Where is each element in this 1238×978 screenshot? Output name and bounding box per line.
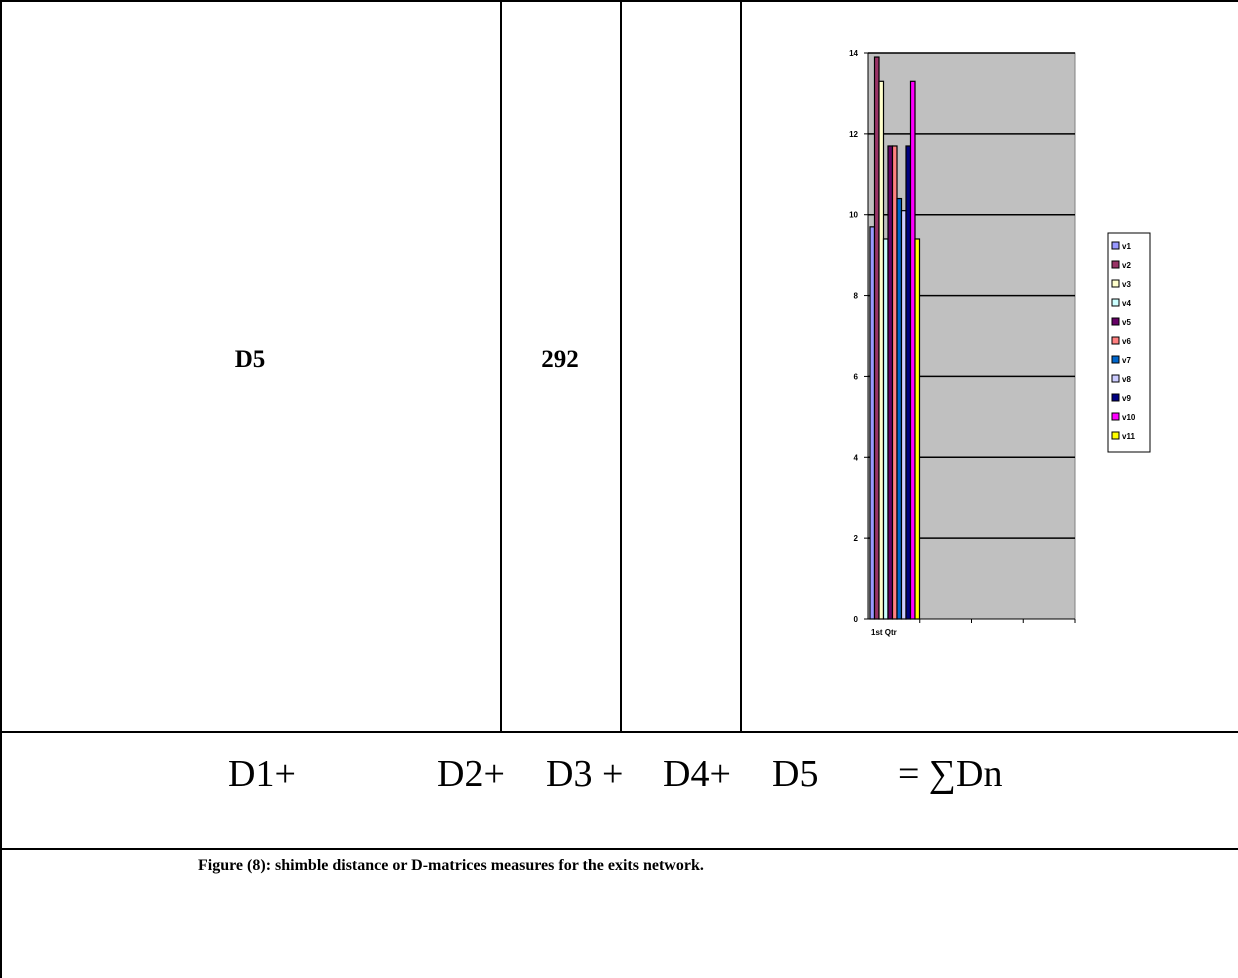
table-left-border bbox=[0, 0, 2, 978]
legend-swatch bbox=[1111, 374, 1120, 383]
formula-result: = ∑Dn bbox=[898, 753, 1003, 795]
legend-label: v2 bbox=[1122, 261, 1131, 270]
sum-formula: D1+ D2+ D3 + D4+ D5 = ∑Dn bbox=[0, 752, 1238, 812]
legend-label: v5 bbox=[1122, 318, 1131, 327]
bar-v2 bbox=[873, 56, 880, 620]
legend-swatch bbox=[1111, 279, 1120, 288]
matrix-value: 292 bbox=[541, 346, 579, 373]
legend-label: v9 bbox=[1122, 394, 1131, 403]
formula-term-d4: D4+ bbox=[663, 753, 731, 795]
table-divider-2 bbox=[620, 0, 622, 732]
bar-v3 bbox=[878, 80, 885, 620]
table-row-divider-2 bbox=[0, 848, 1238, 850]
bar-v10 bbox=[909, 80, 916, 620]
legend-swatch bbox=[1111, 260, 1120, 269]
formula-term-d2: D2+ bbox=[437, 753, 505, 795]
bar-v1 bbox=[869, 226, 876, 620]
legend-label: v8 bbox=[1122, 375, 1131, 384]
bar-v8 bbox=[900, 210, 907, 620]
legend-swatch bbox=[1111, 393, 1120, 402]
y-tick-label: 14 bbox=[849, 49, 858, 58]
bar-v7 bbox=[896, 197, 903, 620]
legend-swatch bbox=[1111, 355, 1120, 364]
y-tick-label: 2 bbox=[854, 534, 859, 543]
y-tick-label: 6 bbox=[854, 372, 859, 381]
bar-chart: 0 2 4 6 8 10 12 14 1st Qtr v1 v2 v3 v4 v5 v6 v7 v8 v9 v10 v… bbox=[820, 40, 1180, 660]
legend-swatch bbox=[1111, 298, 1120, 307]
y-tick-label: 4 bbox=[854, 453, 859, 462]
legend-label: v6 bbox=[1122, 337, 1131, 346]
figure-caption: Figure (8): shimble distance or D-matric… bbox=[198, 857, 704, 874]
legend-label: v10 bbox=[1122, 413, 1136, 422]
x-tick-label: 1st Qtr bbox=[871, 628, 897, 637]
formula-term-d5: D5 bbox=[772, 753, 819, 795]
y-tick-label: 8 bbox=[854, 292, 859, 301]
legend-swatch bbox=[1111, 241, 1120, 250]
table-row-divider-1 bbox=[0, 731, 1238, 733]
legend-label: v1 bbox=[1122, 242, 1131, 251]
formula-term-d3: D3 + bbox=[546, 753, 624, 795]
legend-swatch bbox=[1111, 336, 1120, 345]
y-tick-label: 10 bbox=[849, 211, 858, 220]
legend-label: v3 bbox=[1122, 280, 1131, 289]
table-top-border bbox=[0, 0, 1238, 2]
legend-swatch bbox=[1111, 412, 1120, 421]
bar-v11 bbox=[914, 238, 921, 620]
y-tick-label: 0 bbox=[854, 615, 859, 624]
legend-swatch bbox=[1111, 317, 1120, 326]
y-tick-label: 12 bbox=[849, 130, 858, 139]
matrix-label: D5 bbox=[234, 346, 266, 373]
table-divider-3 bbox=[740, 0, 742, 732]
bar-v9 bbox=[905, 145, 912, 620]
bar-v5 bbox=[887, 145, 894, 620]
bar-v4 bbox=[882, 238, 889, 620]
legend-swatch bbox=[1111, 431, 1120, 440]
bar-v6 bbox=[891, 145, 898, 620]
legend-label: v4 bbox=[1122, 299, 1131, 308]
legend-label: v11 bbox=[1122, 432, 1135, 441]
table-divider-1 bbox=[500, 0, 502, 732]
formula-term-d1: D1+ bbox=[228, 753, 296, 795]
legend-label: v7 bbox=[1122, 356, 1131, 365]
